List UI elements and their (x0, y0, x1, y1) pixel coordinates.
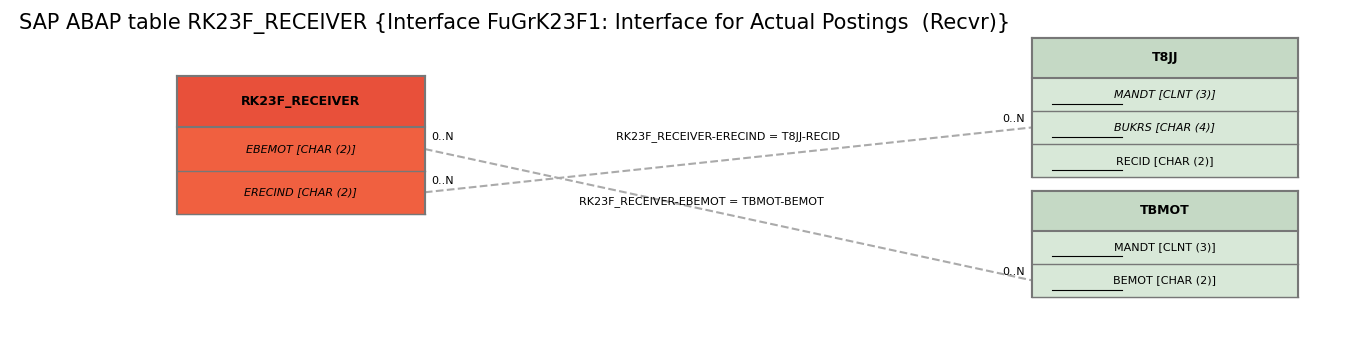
Text: 0..N: 0..N (432, 132, 454, 142)
Bar (1032, 38, 1297, 177)
Text: RK23F_RECEIVER: RK23F_RECEIVER (241, 95, 361, 108)
Bar (1032, 191, 1297, 297)
Bar (1032, 231, 1297, 264)
Text: 0..N: 0..N (1002, 267, 1025, 277)
Bar (178, 127, 425, 171)
Text: MANDT [CLNT (3)]: MANDT [CLNT (3)] (1114, 242, 1215, 252)
Text: RECID [CHAR (2)]: RECID [CHAR (2)] (1115, 156, 1214, 166)
Bar (1032, 144, 1297, 177)
Text: T8JJ: T8JJ (1151, 51, 1178, 64)
Text: BUKRS [CHAR (4)]: BUKRS [CHAR (4)] (1114, 122, 1215, 132)
Bar (178, 76, 425, 214)
Bar (1032, 38, 1297, 78)
Text: ERECIND [CHAR (2)]: ERECIND [CHAR (2)] (245, 187, 357, 197)
Bar (1032, 191, 1297, 231)
Text: TBMOT: TBMOT (1140, 204, 1189, 217)
Bar (1032, 78, 1297, 111)
Text: 0..N: 0..N (432, 176, 454, 186)
Text: RK23F_RECEIVER-EBEMOT = TBMOT-BEMOT: RK23F_RECEIVER-EBEMOT = TBMOT-BEMOT (578, 196, 823, 207)
Text: RK23F_RECEIVER-ERECIND = T8JJ-RECID: RK23F_RECEIVER-ERECIND = T8JJ-RECID (617, 131, 841, 142)
Bar (178, 76, 425, 127)
Text: 0..N: 0..N (1002, 114, 1025, 124)
Text: EBEMOT [CHAR (2)]: EBEMOT [CHAR (2)] (246, 144, 355, 154)
Bar (1032, 111, 1297, 144)
Bar (178, 171, 425, 214)
Text: BEMOT [CHAR (2)]: BEMOT [CHAR (2)] (1113, 275, 1217, 285)
Text: MANDT [CLNT (3)]: MANDT [CLNT (3)] (1114, 89, 1215, 99)
Text: SAP ABAP table RK23F_RECEIVER {Interface FuGrK23F1: Interface for Actual Posting: SAP ABAP table RK23F_RECEIVER {Interface… (19, 13, 1010, 34)
Bar (1032, 264, 1297, 297)
